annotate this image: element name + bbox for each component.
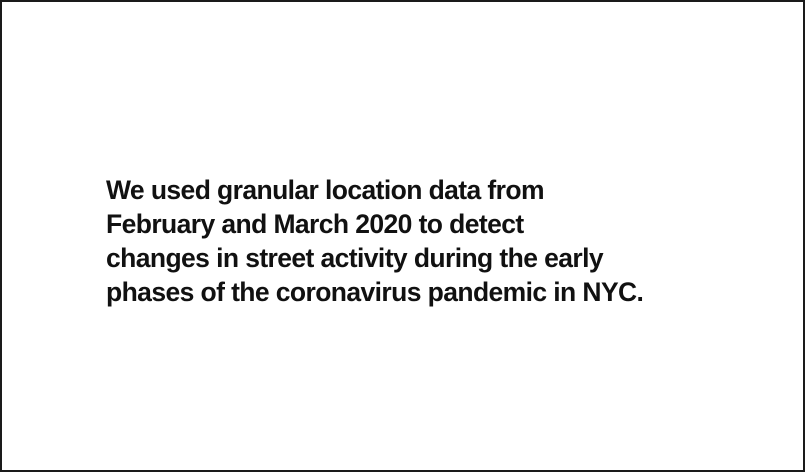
statement-text: We used granular location data from Febr…	[106, 173, 746, 309]
statement-line-1: We used granular location data from	[106, 175, 545, 205]
statement-line-4: phases of the coronavirus pandemic in NY…	[106, 277, 644, 307]
statement-line-2: February and March 2020 to detect	[106, 209, 524, 239]
statement-line-3: changes in street activity during the ea…	[106, 243, 604, 273]
